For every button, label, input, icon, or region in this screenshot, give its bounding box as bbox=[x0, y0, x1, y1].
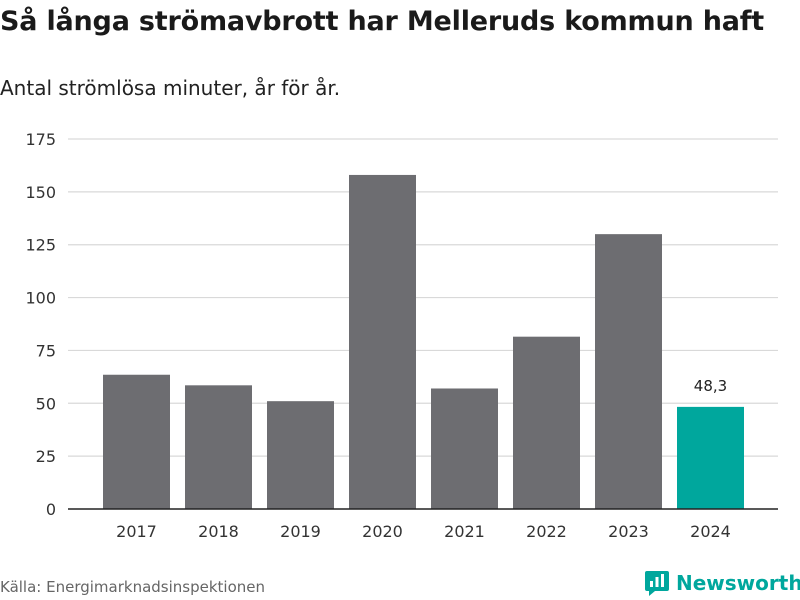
bar-2024 bbox=[677, 406, 744, 509]
source-note: Källa: Energimarknadsinspektionen bbox=[0, 578, 266, 596]
x-tick-label: 2024 bbox=[690, 522, 731, 541]
data-label-2024: 48,3 bbox=[694, 377, 727, 395]
x-tick-label: 2023 bbox=[608, 522, 649, 541]
brand-logo: Newsworthy bbox=[644, 568, 800, 598]
y-tick-label: 50 bbox=[36, 394, 56, 413]
bar-2019 bbox=[267, 401, 334, 509]
x-tick-label: 2020 bbox=[362, 522, 403, 541]
y-tick-label: 150 bbox=[25, 183, 56, 202]
bar-2017 bbox=[103, 374, 170, 509]
y-tick-label: 25 bbox=[36, 447, 56, 466]
x-tick-label: 2017 bbox=[116, 522, 157, 541]
y-tick-label: 125 bbox=[25, 236, 56, 255]
y-tick-label: 175 bbox=[25, 130, 56, 149]
bar-2018 bbox=[185, 385, 252, 509]
x-tick-label: 2022 bbox=[526, 522, 567, 541]
y-tick-label: 75 bbox=[36, 341, 56, 360]
bar-2022 bbox=[513, 336, 580, 509]
x-tick-label: 2021 bbox=[444, 522, 485, 541]
bars bbox=[103, 174, 744, 509]
data-labels: 48,3 bbox=[694, 377, 727, 395]
newsworthy-logo-icon bbox=[645, 571, 669, 596]
x-tick-label: 2018 bbox=[198, 522, 239, 541]
gridlines bbox=[68, 138, 778, 457]
bar-chart: 0 25 50 75 100 125 150 175 48,3 2017 2018 2019 202… bbox=[25, 130, 778, 541]
y-axis-ticks: 0 25 50 75 100 125 150 175 bbox=[25, 130, 56, 519]
y-tick-label: 100 bbox=[25, 289, 56, 308]
x-tick-label: 2019 bbox=[280, 522, 321, 541]
brand-name: Newsworthy bbox=[676, 571, 800, 595]
bar-2020 bbox=[349, 174, 416, 509]
bar-2023 bbox=[595, 234, 662, 509]
chart-subtitle: Antal strömlösa minuter, år för år. bbox=[0, 76, 341, 100]
chart-title: Så långa strömavbrott har Melleruds komm… bbox=[0, 6, 764, 37]
y-tick-label: 0 bbox=[46, 500, 56, 519]
bar-2021 bbox=[431, 388, 498, 509]
x-axis-ticks: 2017 2018 2019 2020 2021 2022 2023 2024 bbox=[116, 522, 731, 541]
